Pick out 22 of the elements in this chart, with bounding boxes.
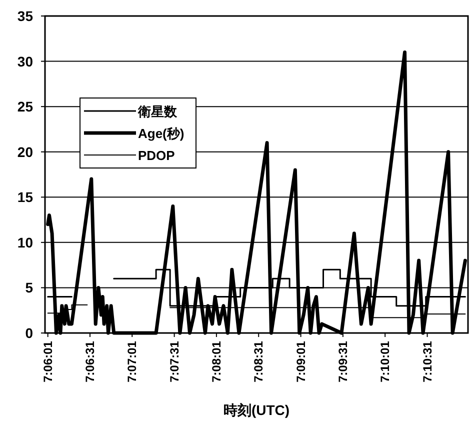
x-tick-label: 7:08:31 bbox=[252, 340, 266, 382]
legend-label: Age(秒) bbox=[138, 126, 184, 141]
x-tick-label: 7:09:31 bbox=[336, 340, 350, 382]
y-tick-label: 20 bbox=[17, 144, 34, 160]
legend-label: 衛星数 bbox=[137, 104, 178, 119]
y-tick-label: 35 bbox=[17, 8, 34, 24]
y-tick-label: 15 bbox=[17, 189, 34, 206]
y-tick-label: 5 bbox=[25, 280, 34, 296]
x-tick-label: 7:09:01 bbox=[294, 340, 308, 382]
x-tick-label: 7:10:01 bbox=[378, 340, 392, 382]
x-tick-label: 7:10:31 bbox=[420, 340, 434, 382]
x-tick-label: 7:08:01 bbox=[209, 340, 224, 382]
x-tick-label: 7:07:31 bbox=[167, 340, 182, 382]
x-tick-label: 7:06:31 bbox=[82, 340, 97, 382]
y-tick-label: 10 bbox=[17, 234, 34, 250]
y-tick-label: 30 bbox=[17, 53, 34, 70]
y-tick-label: 0 bbox=[25, 325, 34, 341]
x-tick-label: 7:06:01 bbox=[40, 340, 55, 382]
legend-label: PDOP bbox=[138, 148, 176, 163]
x-tick-label: 7:07:01 bbox=[125, 340, 140, 382]
y-tick-label: 25 bbox=[17, 98, 34, 115]
x-axis-title: 時刻(UTC) bbox=[223, 402, 290, 418]
